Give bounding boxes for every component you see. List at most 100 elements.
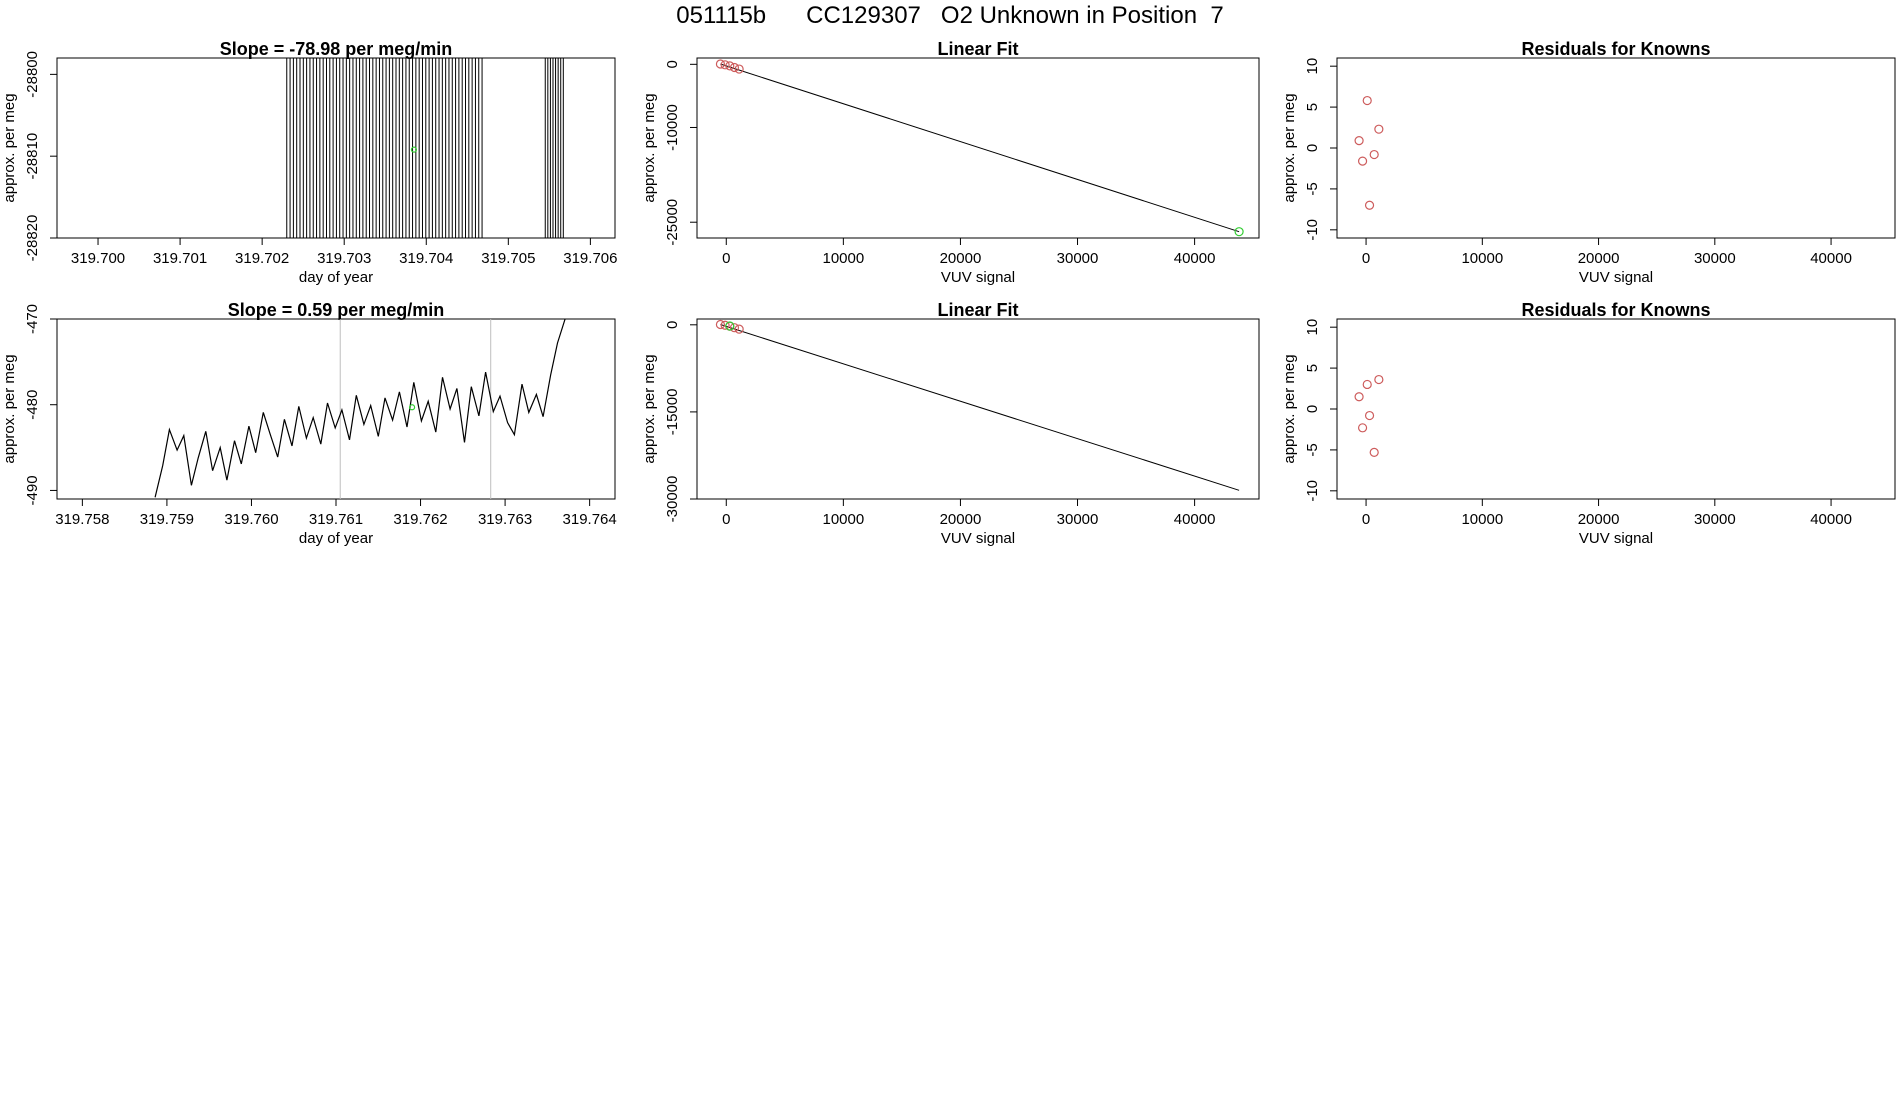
plot-data xyxy=(1354,374,1384,457)
y-tick-label: -28800 xyxy=(24,51,41,98)
x-tick-label: 20000 xyxy=(1578,511,1620,528)
y-tick-label: 0 xyxy=(664,321,681,329)
y-tick-label: -470 xyxy=(24,304,41,334)
known-point xyxy=(715,319,726,330)
panel-title: Linear Fit xyxy=(937,300,1018,320)
x-tick-label: 40000 xyxy=(1174,250,1216,267)
y-axis-label: approx. per meg xyxy=(641,93,658,202)
panel-3: Residuals for Knowns 0 10000 20000 30000 4000… xyxy=(1281,39,1896,286)
x-tick-label: 20000 xyxy=(940,511,982,528)
panel-title: Residuals for Knowns xyxy=(1521,300,1710,320)
x-tick-label: 0 xyxy=(722,511,730,528)
y-tick-label: -490 xyxy=(24,475,41,505)
plot-frame xyxy=(696,57,1260,239)
plot-data xyxy=(715,59,1244,237)
known-point xyxy=(1369,149,1379,160)
known-point xyxy=(720,60,730,70)
x-tick-label: 319.706 xyxy=(563,250,617,267)
y-axis-label: approx. per meg xyxy=(1,93,18,202)
panel-4: Slope = 0.59 per meg/min 319.758 319.759 31… xyxy=(1,300,617,547)
plot-data xyxy=(1354,95,1384,210)
known-point xyxy=(1369,447,1379,457)
known-point xyxy=(1362,95,1372,106)
x-tick-label: 20000 xyxy=(1578,250,1620,267)
x-tick-label: 0 xyxy=(1362,511,1370,528)
y-tick-label: 10 xyxy=(1304,58,1321,75)
known-point xyxy=(1374,124,1384,134)
known-point xyxy=(1357,423,1368,433)
x-tick-label: 10000 xyxy=(1461,511,1503,528)
y-tick-label: 0 xyxy=(664,60,681,68)
plot-data xyxy=(715,319,1240,491)
x-tick-label: 319.761 xyxy=(309,511,363,528)
x-tick-label: 319.701 xyxy=(153,250,207,267)
x-tick-label: 319.705 xyxy=(481,250,535,267)
fit-line xyxy=(720,63,1240,233)
known-point xyxy=(729,62,740,73)
unknown-point xyxy=(408,404,416,411)
y-tick-label: 0 xyxy=(1304,405,1321,413)
x-tick-label: 20000 xyxy=(940,250,982,267)
known-point xyxy=(720,320,730,330)
unknown-point xyxy=(1234,227,1244,237)
known-point xyxy=(715,59,726,69)
y-tick-label: 5 xyxy=(1304,103,1321,111)
y-tick-label: 0 xyxy=(1304,144,1321,152)
known-point xyxy=(1354,392,1364,402)
x-tick-label: 40000 xyxy=(1810,250,1852,267)
y-axis-label: approx. per meg xyxy=(1,354,18,463)
x-tick-label: 30000 xyxy=(1694,250,1736,267)
known-point xyxy=(725,61,735,71)
x-axis-label: day of year xyxy=(299,269,373,286)
figure-title: 051115b CC129307 O2 Unknown in Position … xyxy=(676,2,1224,29)
panel-title: Slope = 0.59 per meg/min xyxy=(228,300,445,320)
panel-title: Slope = -78.98 per meg/min xyxy=(220,39,453,59)
plot-frame xyxy=(56,318,616,500)
x-axis-label: VUV signal xyxy=(1579,530,1653,547)
y-axis-label: approx. per meg xyxy=(1281,354,1298,463)
known-point xyxy=(734,64,744,74)
known-point xyxy=(1364,410,1375,421)
x-tick-label: 319.764 xyxy=(563,511,617,528)
known-point xyxy=(1374,374,1384,385)
y-tick-label: -10000 xyxy=(664,104,681,151)
x-tick-label: 0 xyxy=(722,250,730,267)
fit-line xyxy=(720,324,1240,491)
x-axis-label: VUV signal xyxy=(941,269,1015,286)
y-tick-label: -15000 xyxy=(664,389,681,436)
panel-5: Linear Fit 0 10000 20000 30000 40000 VUV signa… xyxy=(641,300,1260,547)
y-tick-label: -5 xyxy=(1304,182,1321,195)
y-axis-label: approx. per meg xyxy=(1281,93,1298,202)
known-point xyxy=(729,323,740,333)
y-tick-label: -30000 xyxy=(664,476,681,523)
x-tick-label: 30000 xyxy=(1057,250,1099,267)
x-tick-label: 10000 xyxy=(822,250,864,267)
x-tick-label: 10000 xyxy=(822,511,864,528)
panel-title: Linear Fit xyxy=(937,39,1018,59)
panel-6: Residuals for Knowns 0 10000 20000 30000 4000… xyxy=(1281,300,1896,547)
known-point xyxy=(1354,136,1364,146)
x-axis-label: VUV signal xyxy=(1579,269,1653,286)
x-tick-label: 319.700 xyxy=(71,250,125,267)
x-tick-label: 319.703 xyxy=(317,250,371,267)
x-axis-label: day of year xyxy=(299,530,373,547)
known-point xyxy=(734,324,744,334)
x-tick-label: 40000 xyxy=(1174,511,1216,528)
y-tick-label: -25000 xyxy=(664,199,681,246)
y-tick-label: 10 xyxy=(1304,319,1321,336)
panel-1: Slope = -78.98 per meg/min 319.700 319.701… xyxy=(1,39,617,286)
panel-title: Residuals for Knowns xyxy=(1521,39,1710,59)
unknown-point xyxy=(410,146,418,153)
plot-frame xyxy=(696,318,1260,500)
known-point xyxy=(1357,156,1368,166)
x-tick-label: 30000 xyxy=(1057,511,1099,528)
x-tick-label: 319.762 xyxy=(393,511,447,528)
x-tick-label: 319.763 xyxy=(478,511,532,528)
x-tick-label: 10000 xyxy=(1461,250,1503,267)
y-tick-label: -10 xyxy=(1304,219,1321,241)
known-point xyxy=(1362,379,1372,390)
x-tick-label: 319.704 xyxy=(399,250,453,267)
x-tick-label: 319.760 xyxy=(224,511,278,528)
y-tick-label: -28820 xyxy=(24,215,41,262)
